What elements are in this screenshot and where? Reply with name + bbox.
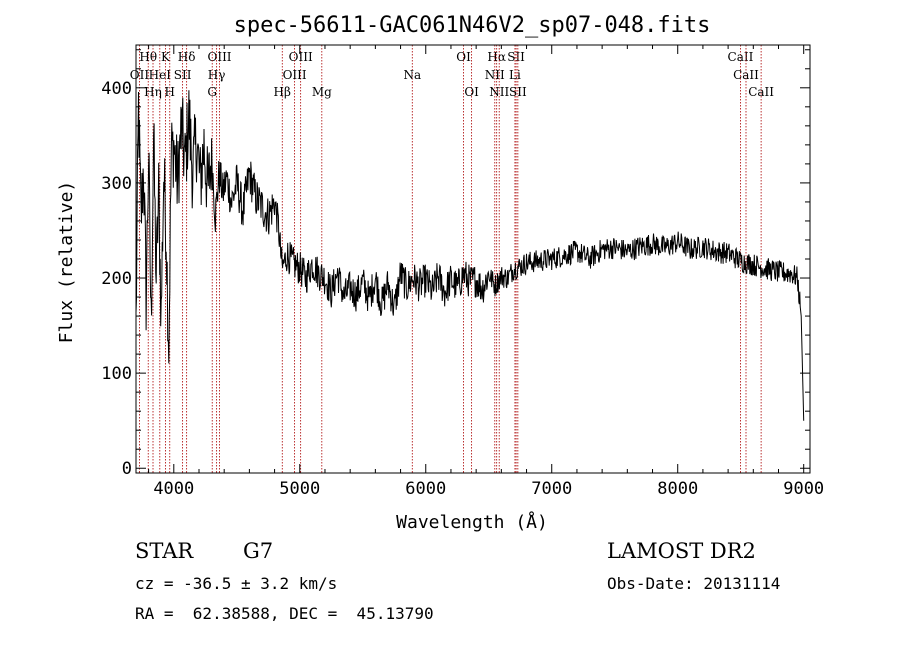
x-tick-label-2: 6000	[405, 479, 446, 499]
y-tick-label-1: 100	[101, 364, 132, 384]
marker-label-5: OI	[456, 50, 471, 64]
marker-label-1: K	[161, 50, 171, 64]
y-tick-label-4: 400	[101, 79, 132, 99]
marker-label-4: OIII	[289, 50, 313, 64]
y-tick-label-2: 200	[101, 269, 132, 289]
marker-label-17: CaII	[733, 68, 759, 82]
spectrum-series	[135, 90, 805, 421]
marker-label-26: CaII	[748, 85, 774, 99]
x-axis: 4000 5000 6000 7000 8000 9000	[148, 45, 824, 499]
marker-label-2: Hδ	[178, 50, 196, 64]
marker-label-20: G	[207, 85, 217, 99]
object-subclass: G7	[243, 539, 274, 563]
marker-label-12: Hγ	[208, 68, 226, 82]
x-axis-label: Wavelength (Å)	[396, 511, 548, 533]
marker-label-0: Hθ	[139, 50, 157, 64]
redshift-text: cz = -36.5 ± 3.2 km/s	[135, 574, 338, 593]
x-tick-label-0: 4000	[153, 479, 194, 499]
marker-label-18: Hη	[144, 85, 162, 99]
plot-frame	[135, 44, 811, 474]
x-tick-label-5: 9000	[783, 479, 824, 499]
marker-label-8: CaII	[728, 50, 754, 64]
marker-label-16: Li	[509, 68, 521, 82]
marker-label-9: OII	[130, 68, 150, 82]
marker-label-6: Hα	[487, 50, 506, 64]
y-axis-label: Flux (relative)	[56, 181, 77, 344]
marker-label-23: OI	[464, 85, 479, 99]
marker-label-14: Na	[403, 68, 421, 82]
marker-label-22: Mg	[312, 85, 332, 99]
x-tick-label-1: 5000	[279, 479, 320, 499]
marker-label-3: OIII	[207, 50, 231, 64]
marker-label-10: HeI	[149, 68, 172, 82]
chart-title: spec-56611-GAC061N46V2_sp07-048.fits	[234, 13, 711, 38]
y-axis: 0 100 200 300 400	[101, 49, 810, 479]
object-class: STAR	[135, 539, 194, 563]
y-tick-label-0: 0	[122, 459, 132, 479]
marker-label-13: OIII	[283, 68, 307, 82]
x-tick-label-3: 7000	[531, 479, 572, 499]
marker-label-15: NII	[485, 68, 505, 82]
marker-label-11: SII	[174, 68, 192, 82]
x-tick-label-4: 8000	[657, 479, 698, 499]
marker-label-7: SII	[507, 50, 525, 64]
y-tick-label-3: 300	[101, 174, 132, 194]
marker-label-24: NII	[489, 85, 509, 99]
coordinates: RA = 62.38588, DEC = 45.13790	[135, 604, 434, 623]
marker-label-25: SII	[509, 85, 527, 99]
obs-date: Obs-Date: 20131114	[607, 574, 781, 593]
marker-label-21: Hβ	[274, 85, 291, 99]
survey-name: LAMOST DR2	[607, 539, 756, 563]
marker-label-19: H	[165, 85, 175, 99]
spectrum-line	[135, 90, 805, 421]
